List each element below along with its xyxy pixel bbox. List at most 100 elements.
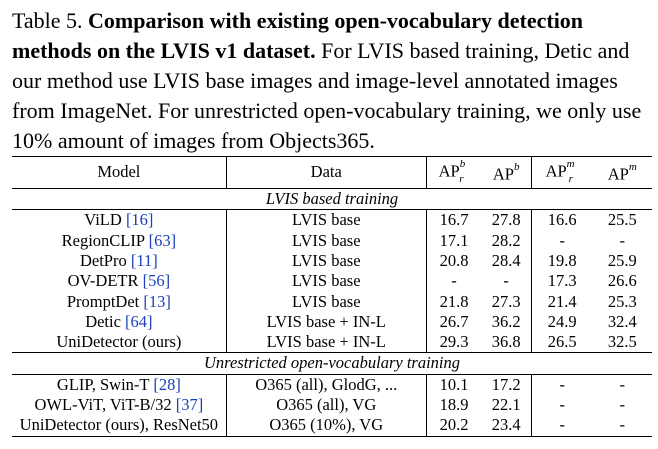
cell-model: RegionCLIP [63] (12, 231, 226, 251)
section-header-row: LVIS based training (12, 188, 652, 210)
cell-data: LVIS base (225, 230, 427, 251)
header-ap-mask-rare: APmr (530, 155, 593, 189)
cell-ap-box-rare: 16.7 (425, 209, 482, 231)
section-title: Unrestricted open-vocabulary training (12, 352, 652, 375)
model-name: DetPro (79, 250, 131, 270)
cell-data: O365 (all), VG (225, 395, 427, 416)
cell-ap-box-rare: - (425, 271, 482, 292)
cell-ap-mask: - (619, 395, 626, 415)
citation-link[interactable]: [11] (130, 250, 158, 270)
table-row: PromptDet [13] LVIS base 21.8 27.3 21.4 25.3 (12, 291, 652, 312)
citation-link[interactable]: [28] (153, 374, 181, 394)
cell-data: LVIS base (225, 209, 427, 231)
table-row: GLIP, Swin-T [28] O365 (all), GlodG, ... 1… (12, 373, 652, 396)
cell-ap-mask-rare: - (530, 230, 593, 251)
cell-ap-mask-rare: - (530, 395, 593, 416)
cell-model: UniDetector (ours) (12, 332, 226, 353)
caption-bold-title: Comparison with existing open-vocabulary… (12, 8, 584, 63)
header-row: Model Data APbr APb APmr APm (12, 155, 652, 189)
model-name: Detic (85, 311, 126, 331)
cell-ap-mask-rare: 24.9 (530, 311, 593, 333)
cell-ap-box-rare: 21.8 (425, 291, 482, 312)
header-model: Model (12, 155, 227, 189)
cell-ap-mask-rare: 17.3 (530, 271, 593, 292)
cell-ap-box: 28.4 (491, 250, 521, 270)
caption-body: For LVIS based training, Detic and our m… (12, 38, 642, 153)
model-name: ViLD (84, 210, 126, 230)
cell-model: Detic [64] (12, 312, 226, 332)
citation-link[interactable]: [56] (142, 271, 171, 291)
table-row: RegionCLIP [63] LVIS base 17.1 28.2- - (12, 230, 652, 251)
cell-ap-box: 22.1 (491, 395, 521, 415)
cell-ap-box-rare: 20.2 (425, 415, 482, 437)
cell-ap-mask-rare: - (530, 415, 593, 437)
citation-link[interactable]: [63] (148, 230, 177, 250)
cell-data: LVIS base (225, 250, 427, 272)
cell-ap-mask: 25.9 (607, 250, 637, 270)
cell-data: O365 (10%), VG (225, 415, 427, 437)
cell-ap-box: 36.8 (491, 332, 521, 352)
table-row: Detic [64] LVIS base + IN-L 26.7 36.2 24.9 32… (12, 311, 652, 333)
cell-model: ViLD [16] (12, 209, 227, 231)
cell-ap-mask: 26.6 (607, 271, 637, 291)
table-row: ViLD [16] LVIS base 16.7 27.8 16.6 25.5 (12, 209, 652, 231)
citation-link[interactable]: [13] (143, 291, 171, 311)
model-name: UniDetector (ours) (56, 332, 182, 352)
cell-ap-mask: - (619, 230, 626, 250)
section-header-row: Unrestricted open-vocabulary training (12, 352, 652, 375)
cell-model: OV-DETR [56] (12, 271, 226, 291)
cell-ap-mask: 25.3 (607, 291, 637, 311)
model-name: RegionCLIP (61, 230, 149, 250)
cell-ap-box: 28.2 (491, 230, 521, 250)
cell-model: DetPro [11] (12, 251, 226, 271)
cell-ap-box: 27.8 (481, 209, 532, 231)
cell-data: LVIS base (225, 291, 427, 312)
header-ap-mask: APm (592, 155, 652, 189)
table-row: UniDetector (ours), ResNet50 O365 (10%), … (12, 415, 652, 437)
cell-ap-box-rare: 29.3 (425, 332, 482, 353)
cell-ap-box: - (503, 271, 509, 291)
cell-model: OWL-ViT, ViT-B/32 [37] (12, 395, 226, 415)
citation-link[interactable]: [64] (125, 311, 153, 331)
table-row: DetPro [11] LVIS base 20.8 28.4 19.8 25.9 (12, 250, 652, 272)
cell-data: LVIS base (225, 271, 427, 292)
cell-data: LVIS base + IN-L (225, 311, 427, 333)
cell-data: LVIS base + IN-L (225, 332, 427, 353)
cell-model: PromptDet [13] (12, 292, 226, 312)
caption-label: Table 5. (12, 8, 89, 33)
table-row: OV-DETR [56] LVIS base - -17.3 26.6 (12, 271, 652, 292)
table-caption: Table 5. Comparison with existing open-v… (12, 6, 652, 156)
cell-ap-box: 27.3 (491, 291, 521, 311)
cell-ap-mask: 25.5 (592, 209, 652, 231)
citation-link[interactable]: [37] (175, 395, 204, 415)
table-row: UniDetector (ours) LVIS base + IN-L 29.3 36… (12, 332, 652, 353)
cell-model: GLIP, Swin-T [28] (12, 373, 227, 396)
cell-ap-mask: - (592, 415, 652, 437)
cell-ap-mask: - (592, 373, 652, 396)
header-data: Data (225, 155, 427, 189)
model-name: OV-DETR (67, 271, 143, 291)
section-title: LVIS based training (12, 188, 652, 210)
cell-ap-mask: 32.4 (607, 311, 637, 331)
results-table: Model Data APbr APb APmr APm LVIS based … (12, 155, 652, 437)
cell-ap-box-rare: 26.7 (425, 311, 482, 333)
citation-link[interactable]: [16] (125, 210, 154, 230)
cell-ap-mask-rare: 19.8 (530, 250, 593, 272)
cell-ap-box-rare: 20.8 (425, 250, 482, 272)
model-name: OWL-ViT, ViT-B/32 (34, 395, 176, 415)
model-name: PromptDet (66, 291, 144, 311)
cell-ap-box-rare: 10.1 (425, 373, 482, 396)
model-name: UniDetector (ours), ResNet50 (19, 415, 219, 435)
cell-ap-mask: 32.5 (607, 332, 637, 352)
cell-ap-box: 17.2 (481, 373, 532, 396)
header-ap-box: APb (481, 155, 532, 189)
cell-ap-box-rare: 18.9 (425, 395, 482, 416)
cell-ap-mask-rare: 21.4 (530, 291, 593, 312)
cell-data: O365 (all), GlodG, ... (225, 373, 427, 396)
cell-model: UniDetector (ours), ResNet50 (12, 415, 227, 437)
model-name: GLIP, Swin-T (56, 374, 154, 394)
cell-ap-box: 36.2 (491, 311, 521, 331)
cell-ap-box-rare: 17.1 (425, 230, 482, 251)
table-row: OWL-ViT, ViT-B/32 [37] O365 (all), VG 18.9… (12, 395, 652, 416)
